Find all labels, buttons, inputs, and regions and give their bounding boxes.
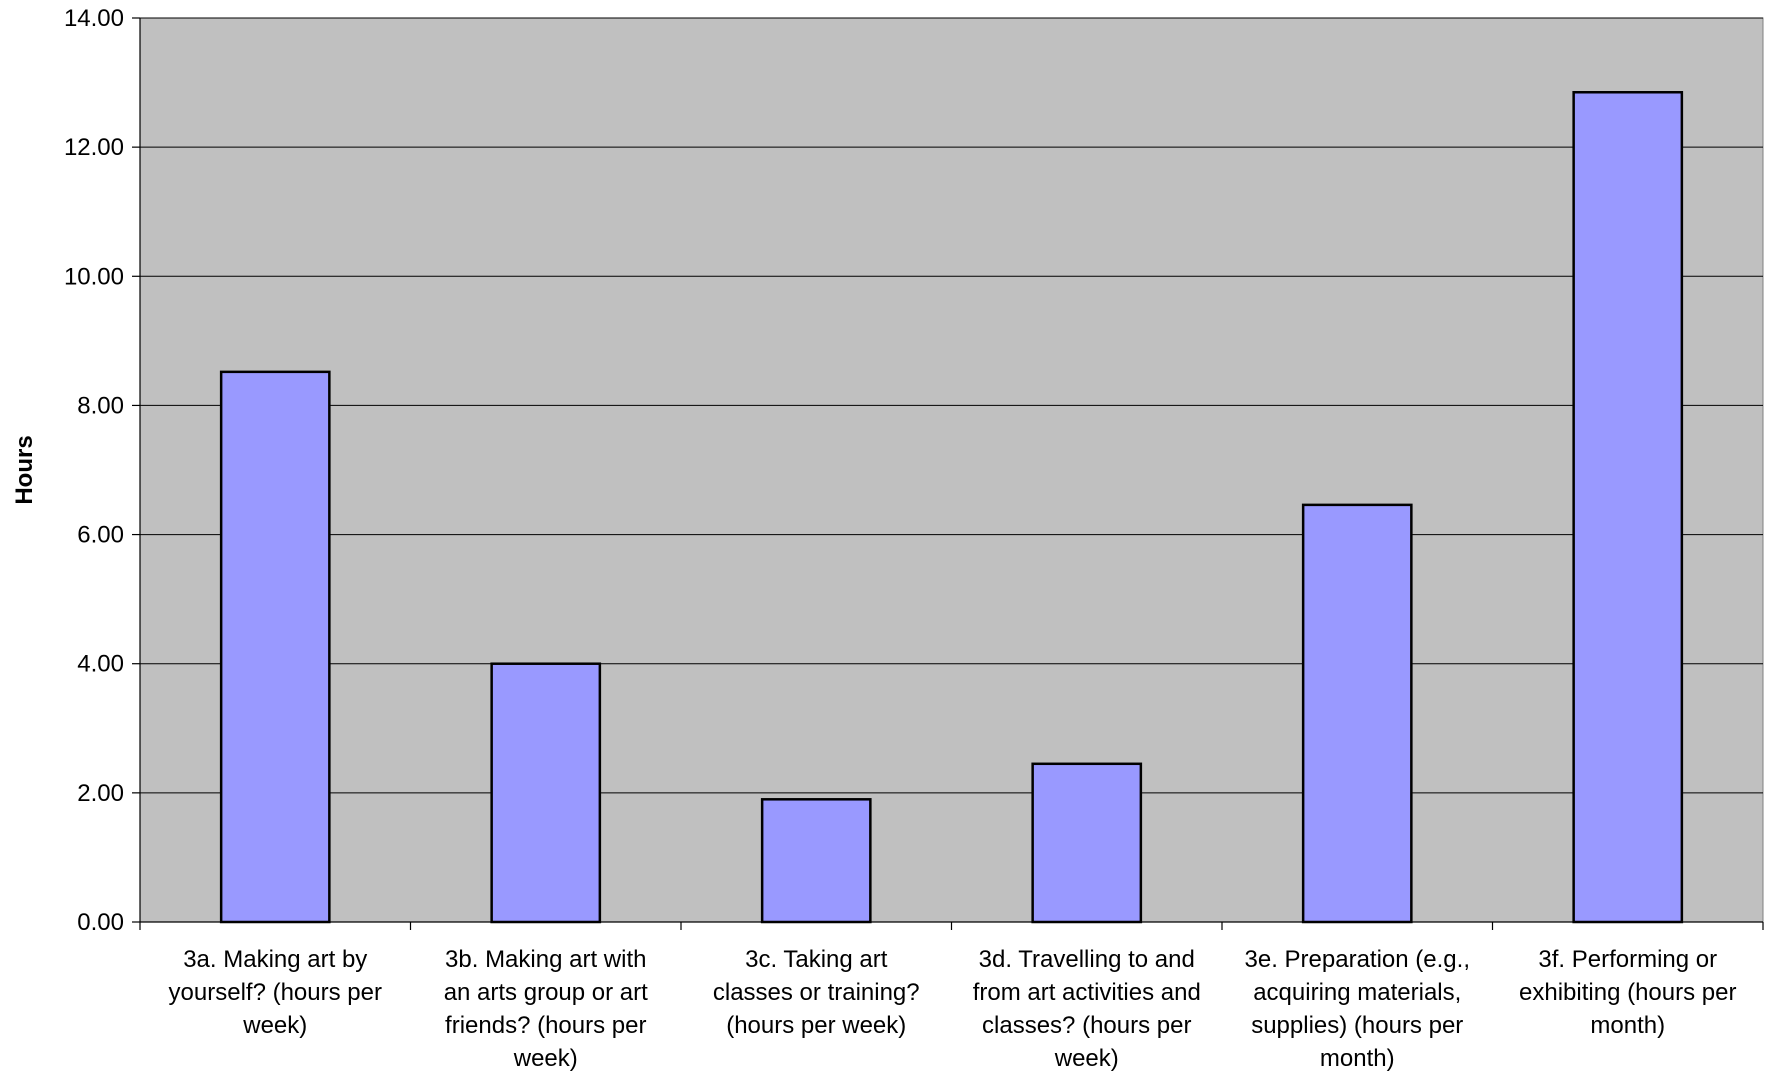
y-tick-labels: 0.00 2.00 4.00 6.00 8.00 10.00 12.00 14.00 [64, 5, 124, 936]
bar [1301, 503, 1413, 924]
x-category-label-line: 3d. Travelling to and [979, 946, 1195, 973]
bars [219, 91, 1684, 924]
x-category-label-line: week) [1054, 1045, 1119, 1072]
bar [1572, 91, 1684, 924]
y-tick-label: 8.00 [77, 392, 124, 419]
x-category-label-line: from art activities and [973, 979, 1201, 1006]
x-category-label-line: classes? (hours per [982, 1012, 1191, 1039]
y-tick-label: 12.00 [64, 134, 124, 161]
x-category-label: 3b. Making art with an arts group or art f… [444, 946, 648, 1072]
bar [760, 798, 872, 924]
x-category-label-line: yourself? (hours per [169, 979, 382, 1006]
y-tick-label: 10.00 [64, 263, 124, 290]
x-category-label-line: 3a. Making art by [183, 946, 367, 973]
x-category-label-line: month) [1590, 1012, 1665, 1039]
x-category-label-line: an arts group or art [444, 979, 648, 1006]
x-category-label-line: 3f. Performing or [1538, 946, 1717, 973]
x-category-label: 3f. Performing or exhibiting (hours per mo… [1519, 946, 1736, 1039]
plot-area [139, 17, 1764, 923]
y-tick-label: 2.00 [77, 780, 124, 807]
bar [219, 370, 331, 924]
x-category-label-line: acquiring materials, [1253, 979, 1461, 1006]
x-category-label-line: 3c. Taking art [745, 946, 888, 973]
x-category-label-line: 3b. Making art with [445, 946, 646, 973]
x-category-label-line: week) [242, 1012, 307, 1039]
x-category-label: 3d. Travelling to and from art activities… [973, 946, 1201, 1072]
x-category-label-line: month) [1320, 1045, 1395, 1072]
y-tick-label: 0.00 [77, 909, 124, 936]
x-category-label: 3c. Taking art classes or training? (hours… [713, 946, 920, 1039]
x-category-label: 3a. Making art by yourself? (hours per wee… [169, 946, 382, 1039]
y-axis-title: Hours [11, 435, 38, 504]
bar [1031, 762, 1143, 924]
x-category-label-line: week) [513, 1045, 578, 1072]
x-category-label-line: 3e. Preparation (e.g., [1245, 946, 1470, 973]
y-tick-label: 14.00 [64, 5, 124, 32]
gridlines [140, 17, 1763, 794]
x-category-label: 3e. Preparation (e.g., acquiring material… [1245, 946, 1470, 1072]
x-category-label-line: supplies) (hours per [1251, 1012, 1463, 1039]
x-category-label-line: friends? (hours per [445, 1012, 646, 1039]
x-category-label-line: exhibiting (hours per [1519, 979, 1736, 1006]
y-tick-label: 6.00 [77, 522, 124, 549]
axes [132, 17, 1764, 930]
x-category-labels: 3a. Making art by yourself? (hours per wee… [169, 946, 1737, 1072]
x-category-label-line: classes or training? [713, 979, 920, 1006]
x-category-label-line: (hours per week) [726, 1012, 906, 1039]
y-tick-label: 4.00 [77, 651, 124, 678]
bar [490, 662, 602, 924]
